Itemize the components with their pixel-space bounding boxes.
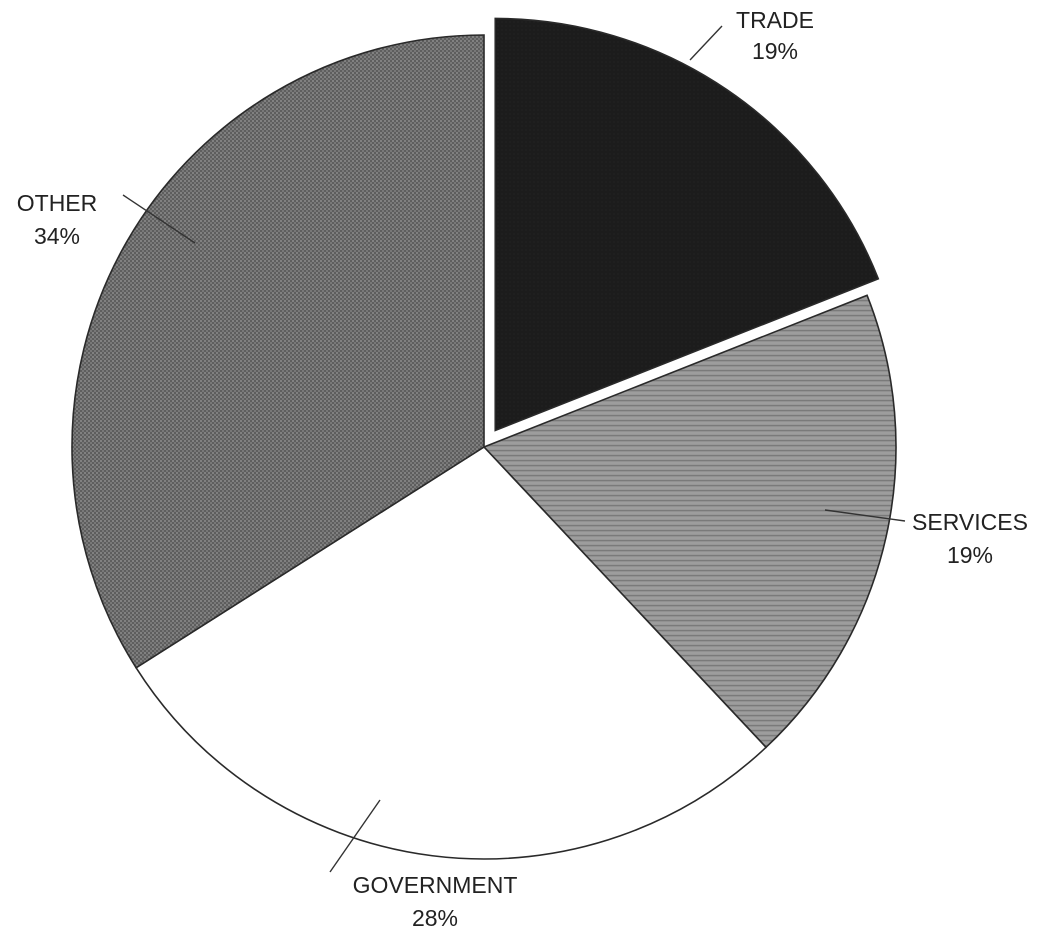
slice-label-services: SERVICES — [912, 509, 1028, 535]
pie-slice-trade — [494, 17, 880, 432]
leader-lines — [122, 25, 906, 873]
slice-value-services: 19% — [947, 542, 993, 568]
leader-line-services — [824, 509, 906, 522]
leader-line-trade — [689, 25, 723, 61]
slice-label-government: GOVERNMENT — [353, 872, 518, 898]
leader-line-other — [122, 194, 196, 244]
pie-slice-government — [135, 445, 768, 860]
pie-slices — [71, 17, 897, 860]
pie-slice-services — [482, 294, 897, 749]
slice-value-other: 34% — [34, 223, 80, 249]
slice-labels: TRADE 19% SERVICES 19% GOVERNMENT 28% OTHER 34% — [17, 7, 1028, 931]
slice-label-other: OTHER — [17, 190, 98, 216]
pie-slice-other — [71, 34, 485, 669]
slice-value-trade: 19% — [752, 38, 798, 64]
slice-value-government: 28% — [412, 905, 458, 931]
leader-line-government — [329, 799, 381, 873]
slice-label-trade: TRADE — [736, 7, 814, 33]
